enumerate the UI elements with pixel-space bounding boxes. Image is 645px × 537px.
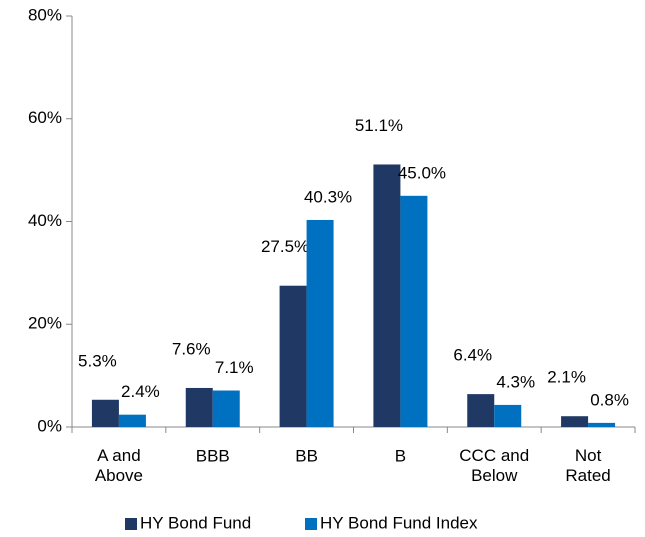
bar xyxy=(118,414,146,427)
value-label: 45.0% xyxy=(398,163,446,182)
bar xyxy=(212,390,240,427)
y-tick-label: 0% xyxy=(37,416,62,435)
legend-swatch xyxy=(305,518,317,530)
value-label: 4.3% xyxy=(496,372,535,391)
bar xyxy=(494,404,522,427)
bar xyxy=(306,219,334,427)
bar xyxy=(400,195,428,427)
y-tick-label: 20% xyxy=(28,314,62,333)
x-tick-label: BBB xyxy=(196,446,230,465)
y-tick-label: 80% xyxy=(28,5,62,24)
y-tick-label: 60% xyxy=(28,108,62,127)
bar xyxy=(279,285,307,427)
value-label: 6.4% xyxy=(453,346,492,365)
value-label: 40.3% xyxy=(304,187,352,206)
value-label: 2.1% xyxy=(547,368,586,387)
value-label: 5.3% xyxy=(78,351,117,370)
value-label: 7.6% xyxy=(172,339,211,358)
legend-swatch xyxy=(125,518,137,530)
x-tick-label: CCC and Below xyxy=(459,446,529,485)
x-tick-label: A and Above xyxy=(95,446,143,485)
bar xyxy=(185,387,213,427)
bar xyxy=(467,394,495,427)
value-label: 27.5% xyxy=(261,237,309,256)
value-label: 51.1% xyxy=(355,116,403,135)
y-tick-label: 40% xyxy=(28,211,62,230)
legend-label: HY Bond Fund xyxy=(140,513,251,532)
value-label: 7.1% xyxy=(215,358,254,377)
bar xyxy=(91,399,119,427)
x-tick-label: B xyxy=(395,446,406,465)
bar xyxy=(561,416,589,427)
value-label: 2.4% xyxy=(121,382,160,401)
x-tick-label: BB xyxy=(295,446,318,465)
bar xyxy=(588,422,616,427)
value-label: 0.8% xyxy=(590,390,629,409)
legend-label: HY Bond Fund Index xyxy=(320,513,478,532)
x-tick-label: Not Rated xyxy=(565,446,610,485)
bar xyxy=(373,164,401,427)
